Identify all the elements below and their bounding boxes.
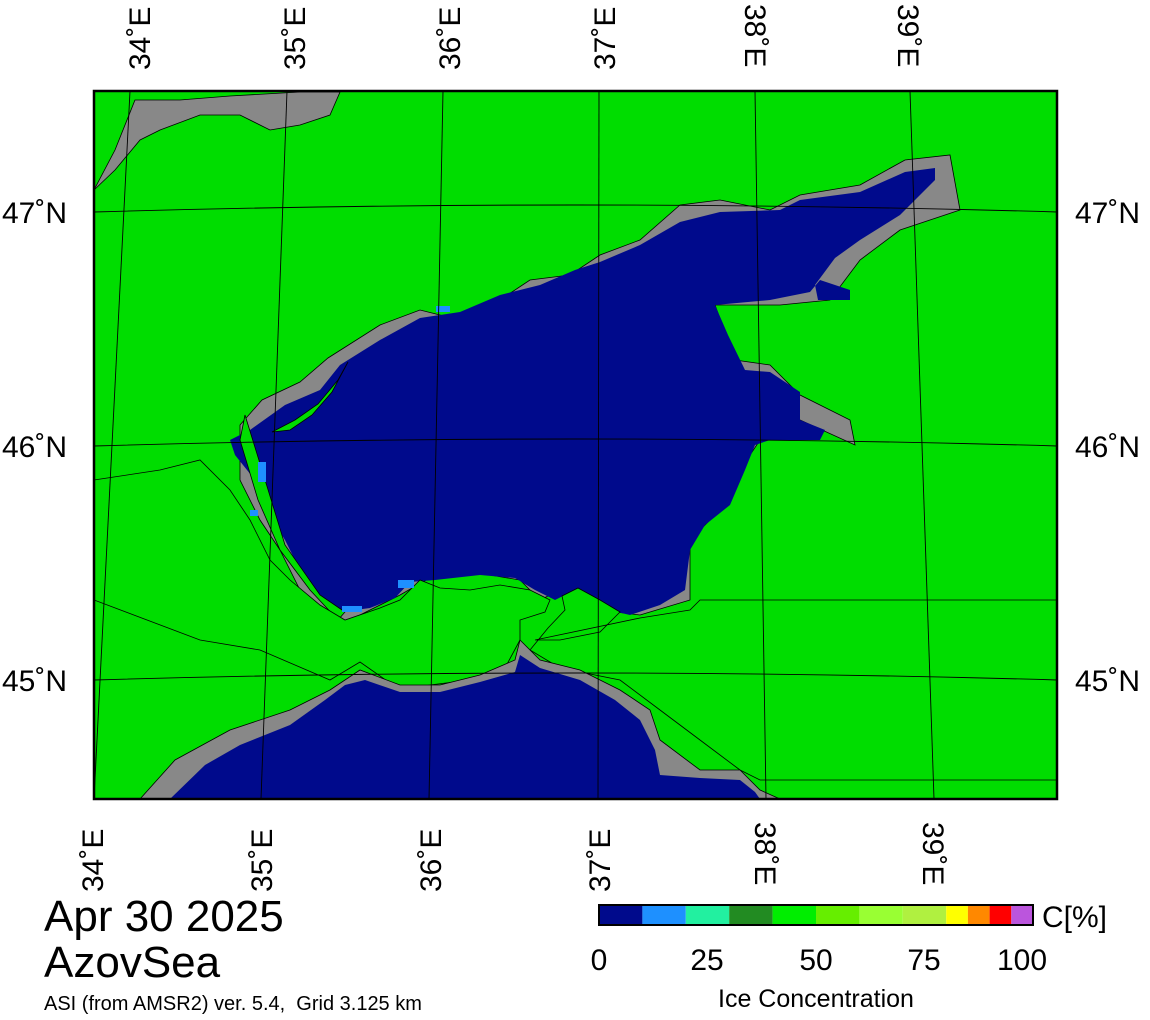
- colorbar-segment: [816, 905, 860, 925]
- low-ice-spot-4: [398, 580, 414, 588]
- colorbar-tick-label: 25: [690, 944, 723, 977]
- left-latitude-labels: 47˚N 46˚N 45˚N: [2, 197, 67, 698]
- map-content: [94, 91, 1057, 799]
- top-lon-label: 37˚E: [589, 7, 622, 70]
- colorbar-segment: [902, 905, 947, 925]
- region-label: AzovSea: [44, 938, 221, 987]
- colorbar: [599, 905, 1033, 925]
- colorbar-tick-label: 0: [591, 944, 608, 977]
- colorbar-tick-label: 100: [997, 944, 1047, 977]
- top-lon-label: 38˚E: [738, 4, 771, 67]
- bottom-longitude-labels: 34˚E 35˚E 36˚E 37˚E 38˚E 39˚E: [77, 822, 949, 892]
- colorbar-segment: [1011, 905, 1033, 925]
- bottom-lon-label: 38˚E: [748, 822, 781, 885]
- colorbar-segment: [859, 905, 903, 925]
- taman-land: [529, 587, 1057, 781]
- left-lat-label: 47˚N: [2, 197, 67, 230]
- colorbar-segment: [772, 905, 816, 925]
- bottom-lon-label: 37˚E: [584, 829, 617, 892]
- top-longitude-labels: 34˚E 35˚E 36˚E 37˚E 38˚E 39˚E: [124, 4, 924, 70]
- colorbar-segment: [729, 905, 773, 925]
- colorbar-title: Ice Concentration: [718, 985, 914, 1013]
- colorbar-frame: [598, 904, 1034, 926]
- colorbar-tick-label: 50: [799, 944, 832, 977]
- top-lon-label: 39˚E: [891, 4, 924, 67]
- left-lat-label: 45˚N: [2, 665, 67, 698]
- colorbar-segment: [642, 905, 686, 925]
- colorbar-segment: [989, 905, 1012, 925]
- top-lon-label: 36˚E: [434, 7, 467, 70]
- black-sea-water: [170, 655, 760, 799]
- azov-sea-water: [230, 168, 935, 615]
- low-ice-spot-2: [250, 510, 258, 516]
- bottom-lon-label: 34˚E: [77, 829, 110, 892]
- bottom-lon-label: 39˚E: [916, 822, 949, 885]
- bottom-lon-label: 36˚E: [415, 829, 448, 892]
- left-lat-label: 46˚N: [2, 431, 67, 464]
- right-lat-label: 45˚N: [1075, 665, 1140, 698]
- top-lon-label: 35˚E: [279, 7, 312, 70]
- colorbar-segment: [967, 905, 990, 925]
- date-label: Apr 30 2025: [44, 892, 284, 941]
- colorbar-segment: [946, 905, 968, 925]
- right-lat-label: 46˚N: [1075, 431, 1140, 464]
- biriuchyi-island: [271, 361, 349, 433]
- bottom-lon-label: 35˚E: [246, 829, 279, 892]
- colorbar-tick-label: 75: [907, 944, 940, 977]
- low-ice-spot-5: [436, 306, 450, 312]
- colorbar-segment: [685, 905, 730, 925]
- source-label: ASI (from AMSR2) ver. 5.4, Grid 3.125 km: [44, 993, 422, 1015]
- low-ice-spot-3: [342, 606, 362, 612]
- top-lon-label: 34˚E: [124, 7, 157, 70]
- colorbar-unit: C[%]: [1042, 901, 1107, 934]
- colorbar-segment: [599, 905, 643, 925]
- right-lat-label: 47˚N: [1075, 197, 1140, 230]
- low-ice-spot-1: [258, 462, 266, 482]
- map-frame: [92, 89, 1059, 801]
- right-latitude-labels: 47˚N 46˚N 45˚N: [1075, 197, 1140, 698]
- dnipro-mask: [94, 91, 341, 191]
- graticule: [94, 91, 1057, 799]
